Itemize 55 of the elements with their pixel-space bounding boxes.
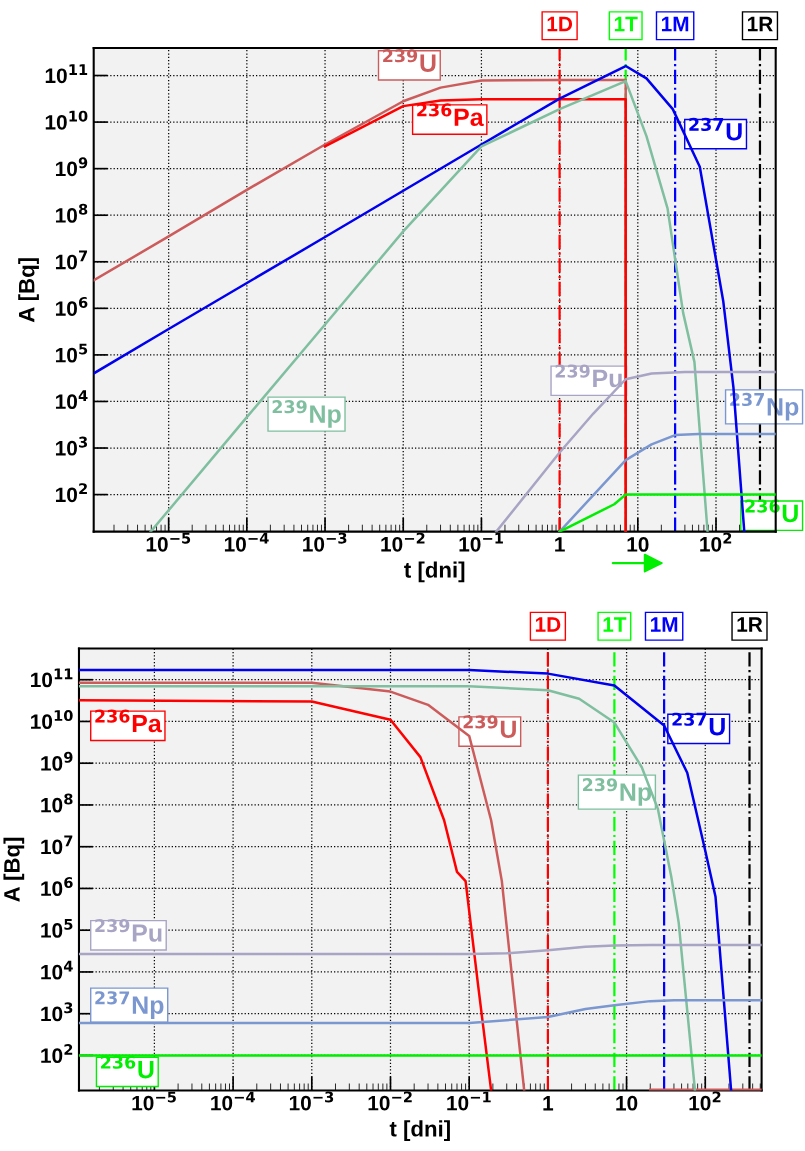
x-tick-label: 10$^{−2}$ [381, 532, 425, 552]
ref-line-label: 1R [747, 16, 773, 32]
x-axis-title: t [dni] [389, 1120, 450, 1142]
y-tick-label: 10$^{7}$ [55, 250, 88, 270]
y-tick-label: 10$^{8}$ [41, 793, 73, 813]
y-axis-title: A [Bq] [18, 258, 39, 323]
y-tick-label: 10$^{5}$ [55, 343, 88, 363]
x-tick-label: 10$^{−2}$ [368, 1091, 412, 1111]
ref-line-label: 1D [547, 16, 573, 32]
x-tick-label: 10$^{−5}$ [146, 532, 191, 552]
y-tick-label: 10$^{2}$ [55, 483, 87, 503]
x-tick-label: 10$^{2}$ [689, 1091, 721, 1111]
series-label: $^{239}$Np [272, 400, 341, 428]
x-tick-label: 10$^{−1}$ [447, 1091, 491, 1111]
x-tick-label: 1 [555, 537, 565, 552]
x-axis-title: t [dni] [404, 561, 465, 583]
x-tick-label: 10$^{−4}$ [211, 1091, 255, 1111]
y-tick-label: 10$^{2}$ [41, 1044, 73, 1064]
y-tick-label: 10$^{8}$ [55, 203, 88, 223]
y-tick-label: 10$^{6}$ [41, 877, 73, 897]
ref-line-label: 1R [737, 617, 763, 632]
series-label: $^{236}$Pa [95, 709, 162, 733]
series-label: $^{239}$Np [583, 778, 652, 806]
x-tick-label: 10$^{−1}$ [459, 532, 503, 552]
y-tick-label: 10$^{3}$ [55, 436, 88, 456]
x-tick-label: 10 [616, 1095, 638, 1111]
y-tick-label: 10$^{4}$ [41, 960, 73, 980]
series-label: $^{239}$U [463, 715, 516, 739]
x-tick-label: 1 [543, 1096, 554, 1111]
y-tick-label: 10$^{10}$ [31, 710, 73, 730]
y-tick-label: 10$^{10}$ [45, 110, 88, 130]
y-tick-label: 10$^{7}$ [41, 835, 73, 855]
y-tick-label: 10$^{11}$ [45, 64, 88, 84]
y-tick-label: 10$^{11}$ [31, 668, 73, 688]
x-tick-label: 10$^{−3}$ [289, 1091, 334, 1111]
x-tick-label: 10$^{−3}$ [303, 532, 347, 552]
series-label: $^{237}$Np [95, 991, 164, 1019]
y-tick-label: 10$^{5}$ [41, 919, 73, 938]
series-label: $^{236}$Pa [417, 103, 484, 127]
ref-line-label: 1M [650, 617, 678, 632]
x-tick-label: 10$^{2}$ [700, 532, 732, 552]
series-label: $^{239}$Pu [555, 364, 622, 388]
ref-line-label: 1D [535, 617, 561, 632]
ref-line-label: 1M [661, 16, 689, 32]
y-tick-label: 10$^{6}$ [55, 296, 88, 316]
ref-line-label: 1T [614, 16, 638, 32]
x-tick-label: 10$^{−4}$ [224, 532, 269, 552]
x-tick-label: 10$^{−5}$ [132, 1091, 176, 1111]
y-tick-label: 10$^{9}$ [55, 157, 88, 177]
x-tick-label: 10 [627, 537, 649, 552]
y-axis-title: A [Bq] [3, 837, 25, 902]
y-tick-label: 10$^{3}$ [41, 1002, 73, 1022]
y-tick-label: 10$^{4}$ [55, 390, 88, 410]
ref-line-label: 1T [603, 617, 627, 632]
y-tick-label: 10$^{9}$ [41, 751, 73, 771]
